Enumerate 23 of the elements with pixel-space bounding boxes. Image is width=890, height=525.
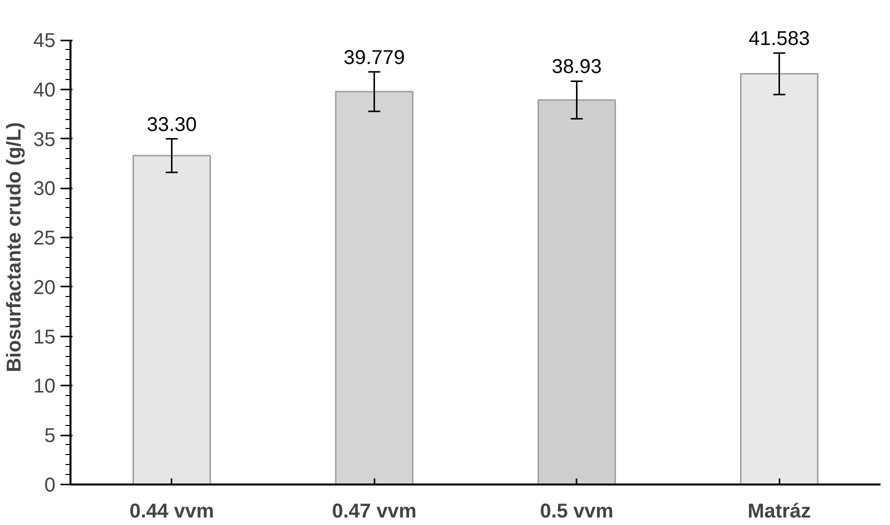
y-tick-label: 25 — [33, 228, 56, 250]
y-tick-label: 45 — [33, 30, 56, 52]
y-tick-label: 30 — [33, 178, 56, 200]
x-tick-label: 0.44 vvm — [129, 500, 214, 522]
y-tick-label: 35 — [33, 128, 56, 151]
data-label: 41.583 — [748, 28, 810, 50]
x-tick-label: 0.47 vvm — [332, 500, 417, 522]
data-label: 33.30 — [146, 114, 197, 136]
y-tick-label: 40 — [33, 79, 56, 102]
y-tick-label: 15 — [33, 326, 56, 348]
bar — [335, 90, 414, 484]
data-label: 38.93 — [552, 56, 602, 78]
bar — [740, 73, 818, 484]
x-tick-label: Matráz — [748, 500, 811, 522]
bar — [132, 154, 211, 484]
y-axis-title: Biosurfactante crudo (g/L) — [3, 122, 26, 372]
y-tick-label: 10 — [33, 376, 56, 398]
y-tick-label: 0 — [44, 474, 56, 496]
y-tick-label: 20 — [33, 276, 56, 299]
x-tick-label: 0.5 vvm — [540, 500, 614, 522]
y-tick-label: 5 — [44, 425, 56, 448]
bar — [538, 99, 616, 484]
data-label: 39.779 — [344, 46, 405, 69]
